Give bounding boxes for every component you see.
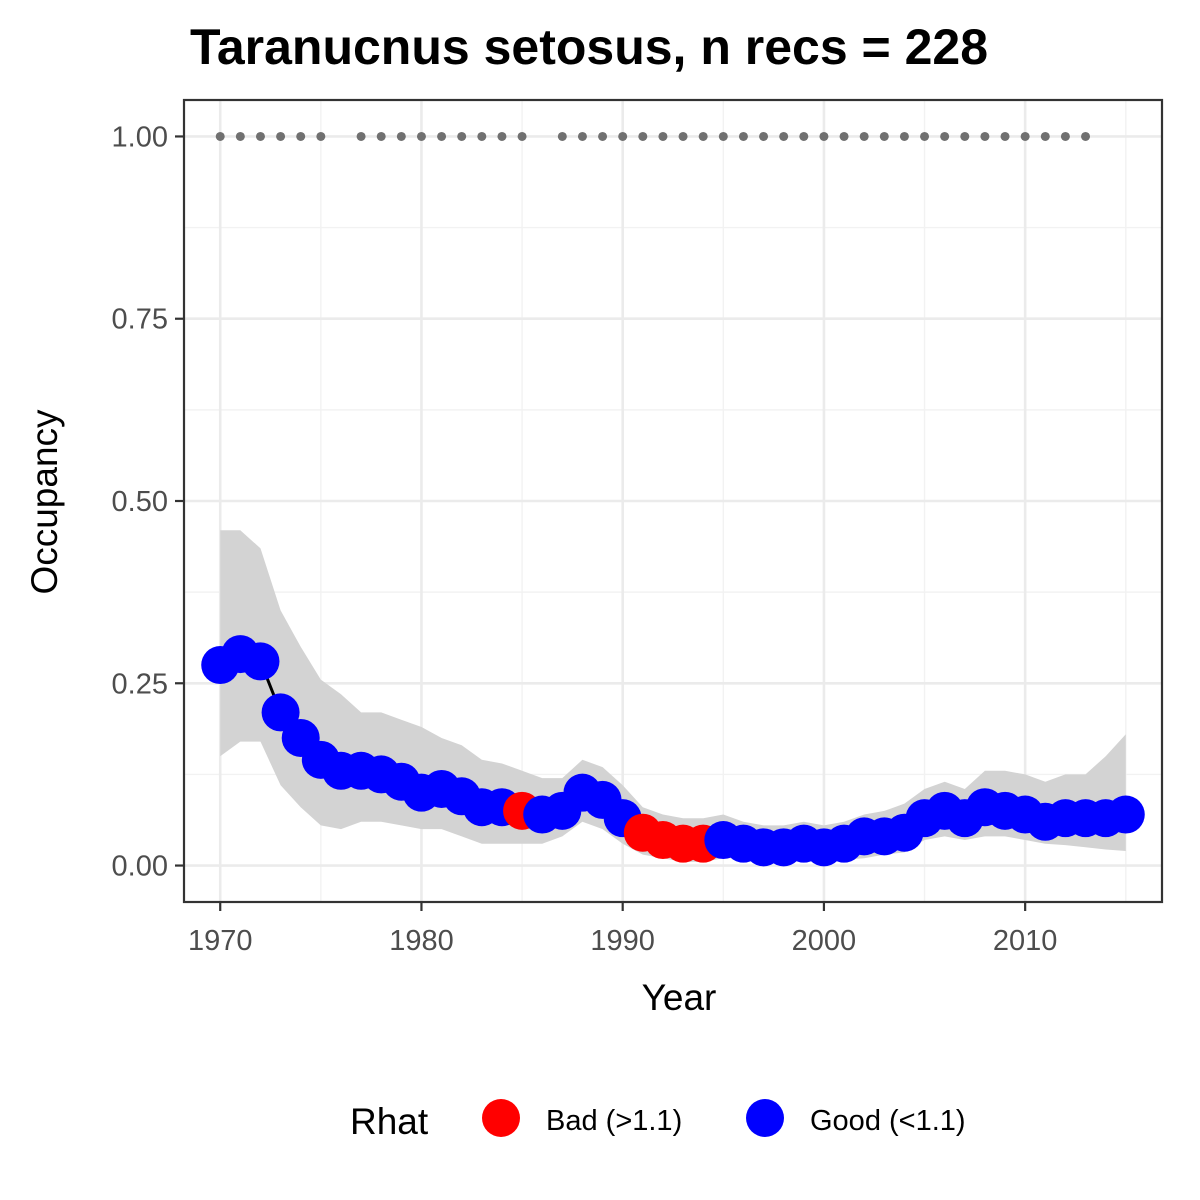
record-dot [497, 131, 507, 141]
points-layer [201, 635, 1145, 867]
record-dot [557, 131, 567, 141]
record-dot [678, 131, 688, 141]
record-dot [839, 131, 849, 141]
x-tick-label: 2000 [792, 925, 857, 957]
occupancy-point-good [241, 642, 280, 681]
record-dot [920, 131, 930, 141]
record-dot [1000, 131, 1010, 141]
record-dot [296, 131, 306, 141]
legend-key-good [746, 1099, 784, 1137]
record-dot [980, 131, 990, 141]
legend: Rhat Bad (>1.1) Good (<1.1) [350, 1099, 966, 1142]
record-dot [819, 131, 829, 141]
record-dot [879, 131, 889, 141]
y-tick-label: 0.00 [112, 851, 168, 883]
y-tick-label: 0.25 [112, 668, 168, 700]
record-dot [859, 131, 869, 141]
record-dot [658, 131, 668, 141]
record-dot [899, 131, 909, 141]
record-dot [577, 131, 587, 141]
record-dot [940, 131, 950, 141]
record-dot [255, 131, 265, 141]
record-dot [316, 131, 326, 141]
record-dot [477, 131, 487, 141]
record-dot [276, 131, 286, 141]
x-tick-label: 2010 [993, 925, 1058, 957]
record-dot [376, 131, 386, 141]
y-tick-label: 1.00 [112, 121, 168, 153]
legend-title: Rhat [350, 1101, 429, 1142]
record-dot [698, 131, 708, 141]
x-tick-label: 1980 [389, 925, 454, 957]
record-dot [517, 131, 527, 141]
legend-label-good: Good (<1.1) [810, 1105, 966, 1137]
chart-title: Taranucnus setosus, n recs = 228 [190, 19, 988, 75]
y-tick-label: 0.75 [112, 304, 168, 336]
record-dots-layer [215, 131, 1091, 141]
record-dot [718, 131, 728, 141]
record-dot [759, 131, 769, 141]
occupancy-point-good [261, 693, 300, 732]
record-dot [960, 131, 970, 141]
axis-layer: 1970 1980 1990 2000 2010 0.00 0.25 0.50 0.75 1.00 [112, 121, 1058, 957]
record-dot [1060, 131, 1070, 141]
x-tick-label: 1970 [188, 925, 253, 957]
record-dot [618, 131, 628, 141]
record-dot [235, 131, 245, 141]
record-dot [356, 131, 366, 141]
record-dot [1081, 131, 1091, 141]
record-dot [1040, 131, 1050, 141]
y-axis-title: Occupancy [24, 409, 65, 595]
occupancy-point-good [1106, 795, 1145, 834]
record-dot [457, 131, 467, 141]
record-dot [396, 131, 406, 141]
legend-label-bad: Bad (>1.1) [546, 1105, 682, 1137]
record-dot [638, 131, 648, 141]
x-axis-title: Year [642, 977, 717, 1018]
y-tick-label: 0.50 [112, 486, 168, 518]
legend-key-bad [482, 1099, 520, 1137]
record-dot [215, 131, 225, 141]
x-tick-label: 1990 [590, 925, 655, 957]
record-dot [437, 131, 447, 141]
record-dot [799, 131, 809, 141]
record-dot [598, 131, 608, 141]
record-dot [779, 131, 789, 141]
record-dot [738, 131, 748, 141]
record-dot [416, 131, 426, 141]
record-dot [1020, 131, 1030, 141]
